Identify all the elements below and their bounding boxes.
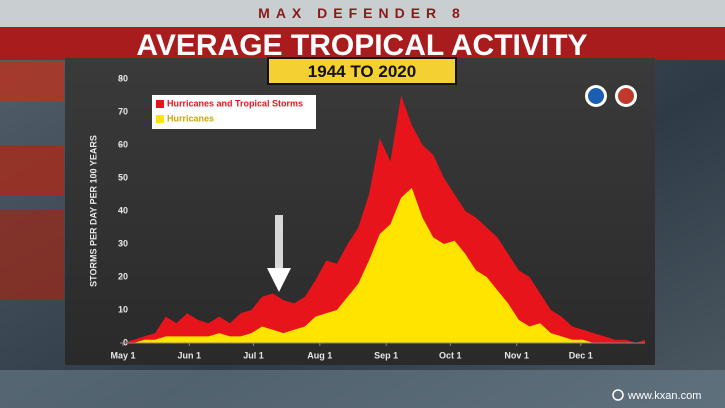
source: www.kxan.com [627, 390, 701, 402]
legend-label: Hurricanes [167, 113, 214, 123]
y-tick-label: 30 [118, 238, 128, 248]
legend: Hurricanes and Tropical Storms Hurricanes [152, 95, 316, 129]
arrow-shaft [275, 215, 283, 270]
banner: MAX DEFENDER 8 [258, 5, 466, 21]
y-tick-label: 50 [118, 172, 128, 182]
x-tick-label: Aug 1 [307, 350, 332, 360]
arrow [267, 215, 291, 292]
y-tick-label: 60 [118, 139, 128, 149]
title: AVERAGE TROPICAL ACTIVITY [136, 29, 587, 62]
x-tick-label: Nov 1 [504, 350, 529, 360]
x-tick-label: Jul 1 [243, 350, 264, 360]
area [123, 95, 645, 343]
y-tick-label: 80 [118, 73, 128, 83]
x-tick-label: May 1 [110, 350, 135, 360]
arrow-head [267, 268, 291, 292]
y-tick-label: 40 [118, 205, 128, 215]
y-tick-label: 20 [118, 271, 128, 281]
subtitle: 1944 TO 2020 [308, 62, 416, 81]
stripe [0, 210, 64, 300]
legend-label: Hurricanes and Tropical Storms [167, 98, 303, 108]
x-tick-label: Dec 1 [569, 350, 593, 360]
x-tick-label: Oct 1 [439, 350, 462, 360]
nws-logo-inner [618, 88, 634, 104]
banner-strip [0, 0, 725, 27]
stripe [0, 62, 64, 102]
x-tick-label: Jun 1 [178, 350, 202, 360]
legend-box [152, 95, 316, 129]
y-tick-label: 10 [118, 304, 128, 314]
globe-icon [612, 389, 624, 401]
noaa-logo-inner [588, 88, 604, 104]
area [123, 187, 645, 343]
stripe [0, 145, 64, 195]
logos [585, 85, 637, 107]
x-tick-label: Sep 1 [374, 350, 398, 360]
legend-swatch [156, 115, 164, 123]
ground-band [0, 370, 725, 408]
y-axis-label: STORMS PER DAY PER 100 YEARS [88, 135, 98, 287]
title-bar [0, 27, 725, 60]
legend-swatch [156, 100, 164, 108]
subtitle-box [267, 57, 457, 85]
y-tick-label: 70 [118, 106, 128, 116]
